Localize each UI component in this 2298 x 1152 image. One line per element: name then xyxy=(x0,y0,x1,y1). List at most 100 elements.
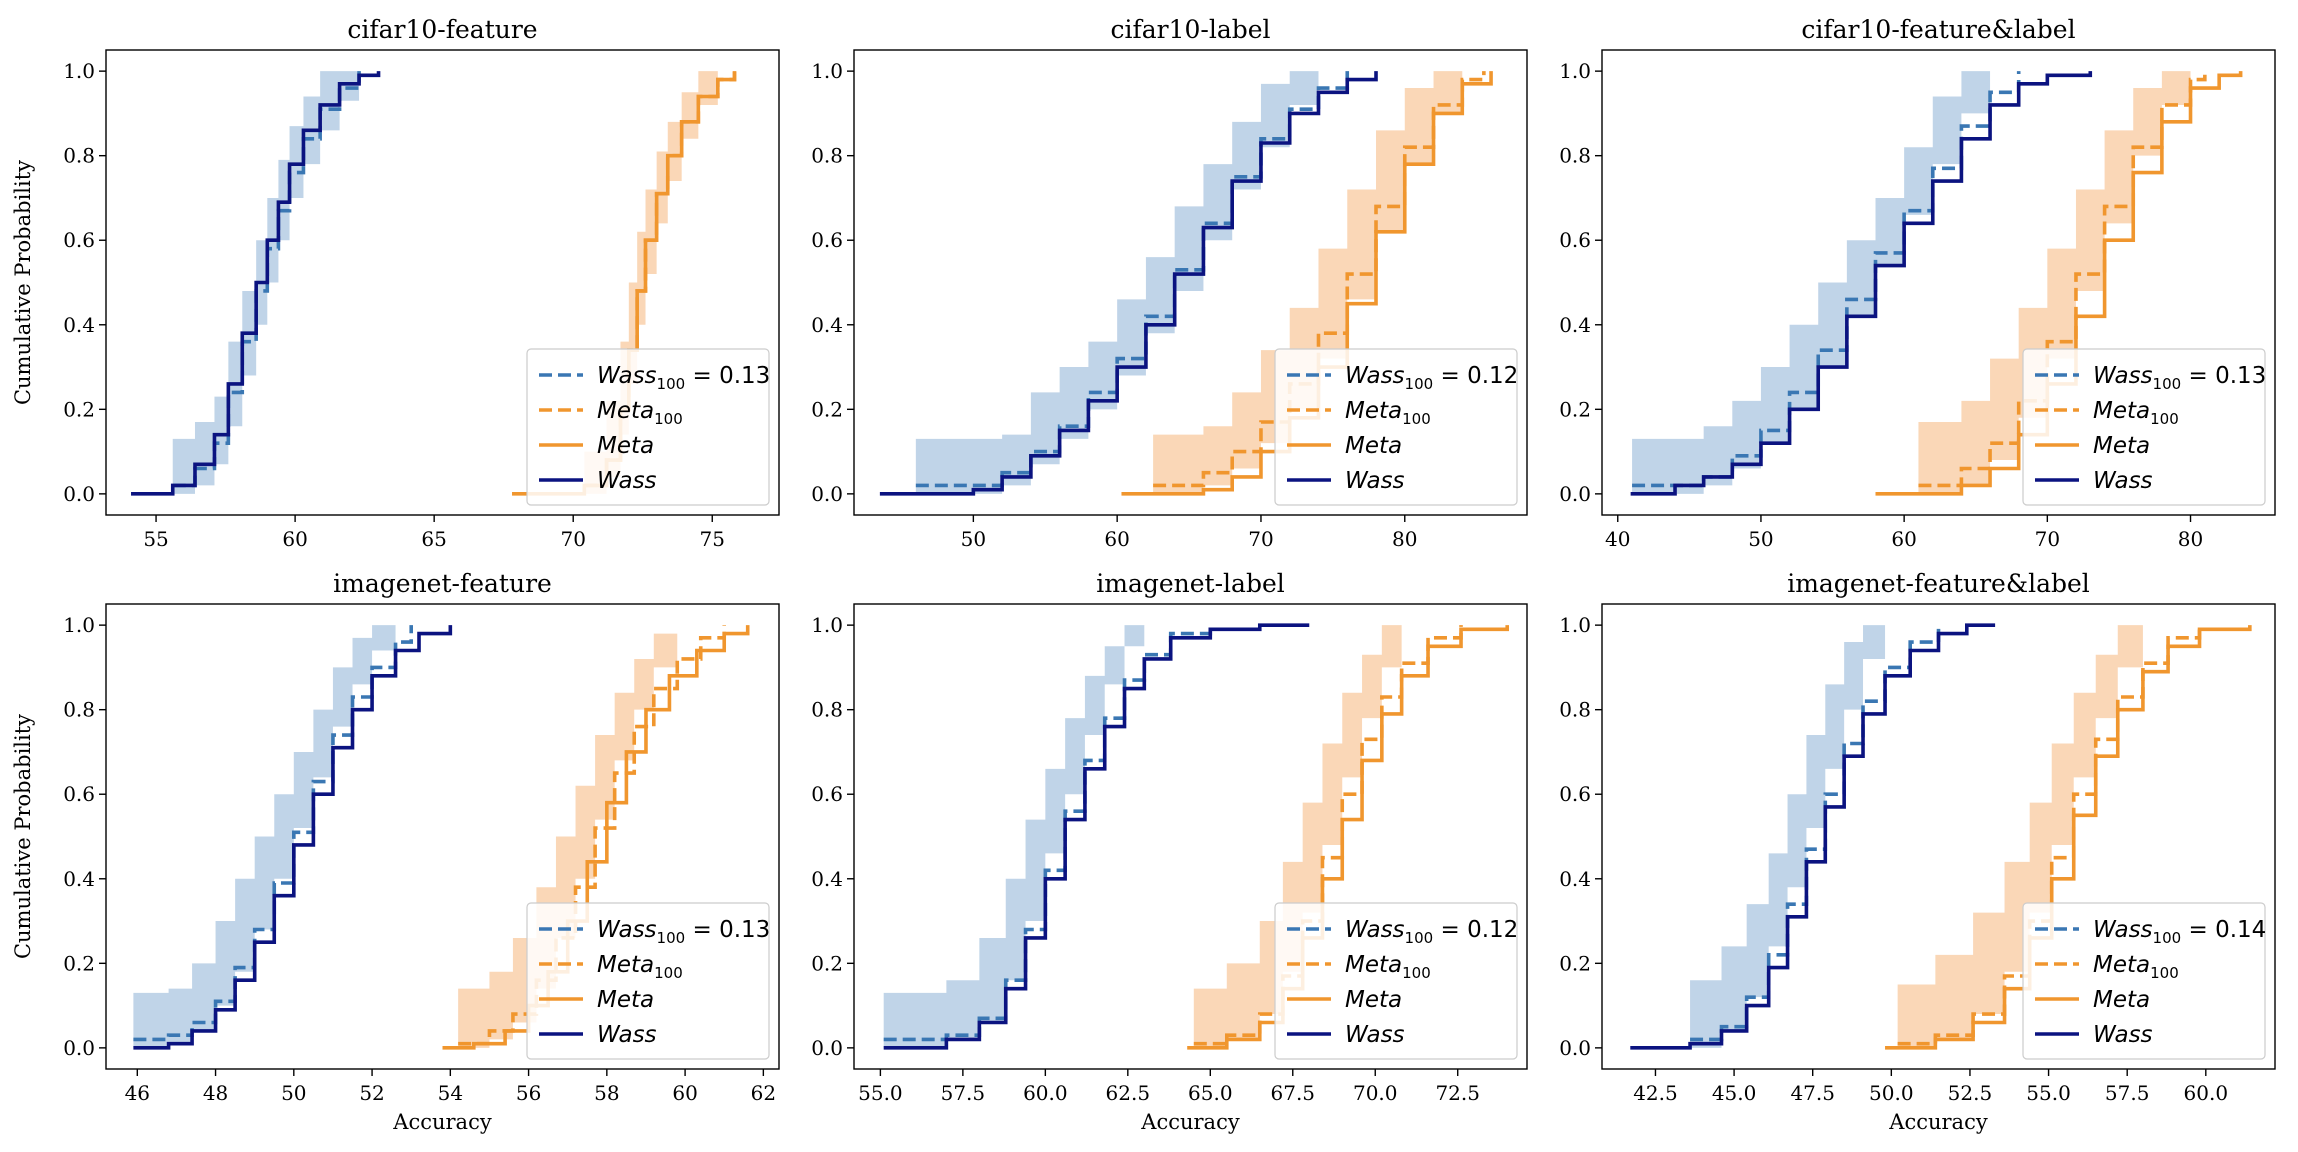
axes-frame xyxy=(853,603,1528,1070)
y-tick-label: 0.6 xyxy=(63,782,95,806)
legend-wass100-base: Wass xyxy=(597,917,657,943)
x-tick-label: 55.0 xyxy=(858,1081,903,1105)
panel-title: imagenet-feature xyxy=(333,569,552,598)
x-tick-label: 58 xyxy=(594,1081,619,1105)
legend-wass-base: Wass xyxy=(2093,468,2153,494)
y-tick-label: 0.2 xyxy=(63,951,95,975)
legend-meta100-base: Meta xyxy=(2093,952,2150,978)
legend-box xyxy=(1274,348,1518,506)
legend-wass100-value: = 0.12 xyxy=(1433,917,1518,943)
legend-meta100-label: Meta100 xyxy=(1345,952,1431,982)
wass-line xyxy=(1630,623,1996,1050)
legend-wass100-label: Wass100 = 0.13 xyxy=(597,917,770,947)
legend-meta-label: Meta xyxy=(597,987,654,1013)
x-tick-label: 65 xyxy=(421,527,446,551)
legend-meta100-label: Meta100 xyxy=(1345,398,1431,428)
legend-wass100-label: Wass100 = 0.13 xyxy=(597,363,770,393)
panel-title: imagenet-feature&label xyxy=(1787,569,2090,598)
legend-wass-label: Wass xyxy=(1345,1022,1405,1048)
legend-meta100-subscript: 100 xyxy=(2150,410,2179,428)
legend-meta100-label: Meta100 xyxy=(2093,398,2179,428)
y-tick-label: 0.8 xyxy=(811,144,843,168)
wass100-line xyxy=(1632,71,2021,488)
legend-box xyxy=(526,902,770,1060)
legend-meta-label: Meta xyxy=(2093,433,2150,459)
axes-frame xyxy=(105,603,780,1070)
y-axis-label: Cumulative Probability xyxy=(11,160,35,405)
legend-meta100-base: Meta xyxy=(597,398,654,424)
legend-meta-base: Meta xyxy=(2093,987,2150,1013)
legend-wass100-label: Wass100 = 0.14 xyxy=(2093,917,2266,947)
y-tick-label: 0.8 xyxy=(1559,144,1591,168)
axes-frame xyxy=(105,49,780,516)
wass-confidence-band xyxy=(1690,625,1886,1048)
y-tick-label: 0.8 xyxy=(63,144,95,168)
panel-2: 0.0 0.2 0.4 0.6 0.8 1.0 40 50 60 70 80 cifar10-feat… xyxy=(1559,15,2276,551)
wass100-line xyxy=(883,625,1213,1042)
legend-box xyxy=(2022,348,2266,506)
x-tick-label: 55.0 xyxy=(2026,1081,2071,1105)
x-tick-label: 70.0 xyxy=(1353,1081,1398,1105)
legend-wass-base: Wass xyxy=(2093,1022,2153,1048)
legend-meta100-subscript: 100 xyxy=(654,964,683,982)
legend-wass100-subscript: 100 xyxy=(1405,929,1434,947)
wass-line xyxy=(883,623,1310,1050)
panel-title: cifar10-label xyxy=(1110,15,1270,44)
panel-title: imagenet-label xyxy=(1096,569,1285,598)
legend-wass100-value: = 0.13 xyxy=(2181,363,2266,389)
meta-confidence-band xyxy=(458,625,678,1048)
y-tick-label: 0.6 xyxy=(1559,228,1591,252)
y-tick-label: 1.0 xyxy=(1559,613,1591,637)
meta-confidence-band xyxy=(1153,71,1463,494)
legend-meta100-subscript: 100 xyxy=(1402,410,1431,428)
panel-title: cifar10-feature&label xyxy=(1801,15,2075,44)
legend-box xyxy=(1274,902,1518,1060)
legend-wass-label: Wass xyxy=(597,468,657,494)
x-tick-label: 50 xyxy=(961,527,986,551)
legend-wass-label: Wass xyxy=(2093,468,2153,494)
legend-wass-base: Wass xyxy=(597,1022,657,1048)
y-tick-label: 1.0 xyxy=(63,613,95,637)
legend-meta-label: Meta xyxy=(597,433,654,459)
y-tick-label: 0.0 xyxy=(811,482,843,506)
y-tick-label: 0.4 xyxy=(1559,867,1591,891)
x-tick-label: 70 xyxy=(2035,527,2060,551)
y-tick-label: 0.8 xyxy=(811,698,843,722)
legend-box xyxy=(526,348,770,506)
panel-4: 0.0 0.2 0.4 0.6 0.8 1.0 55.0 57.5 60.0 62.5 65.0 67… xyxy=(811,569,1528,1134)
legend-meta-label: Meta xyxy=(2093,987,2150,1013)
legend-wass-base: Wass xyxy=(1345,468,1405,494)
y-tick-label: 0.2 xyxy=(811,397,843,421)
legend-meta-label: Meta xyxy=(1345,433,1402,459)
legend-meta-base: Meta xyxy=(597,433,654,459)
legend-meta100-base: Meta xyxy=(2093,398,2150,424)
x-tick-label: 54 xyxy=(438,1081,463,1105)
y-tick-label: 0.0 xyxy=(1559,1036,1591,1060)
legend-box xyxy=(2022,902,2266,1060)
legend-wass100-label: Wass100 = 0.12 xyxy=(1345,917,1518,947)
y-tick-label: 0.4 xyxy=(1559,313,1591,337)
legend-wass100-base: Wass xyxy=(2093,917,2153,943)
meta100-line xyxy=(1153,71,1486,488)
panel-5: 0.0 0.2 0.4 0.6 0.8 1.0 42.5 45.0 47.5 50.0 52.5 55… xyxy=(1559,569,2276,1134)
meta-confidence-band xyxy=(1897,625,2143,1048)
y-tick-label: 0.6 xyxy=(811,228,843,252)
legend-wass100-label: Wass100 = 0.12 xyxy=(1345,363,1518,393)
y-tick-label: 0.0 xyxy=(63,482,95,506)
plot-area xyxy=(1630,71,2243,496)
meta100-line xyxy=(1193,625,1463,1046)
legend-wass100-value: = 0.12 xyxy=(1433,363,1518,389)
axes-frame xyxy=(1601,49,2276,516)
y-tick-label: 0.2 xyxy=(63,397,95,421)
x-tick-label: 55 xyxy=(143,527,168,551)
wass-confidence-band xyxy=(915,71,1319,494)
x-tick-label: 52 xyxy=(359,1081,384,1105)
x-tick-label: 56 xyxy=(516,1081,541,1105)
x-tick-label: 70 xyxy=(560,527,585,551)
wass-line xyxy=(1630,71,2093,496)
x-tick-label: 65.0 xyxy=(1188,1081,1233,1105)
